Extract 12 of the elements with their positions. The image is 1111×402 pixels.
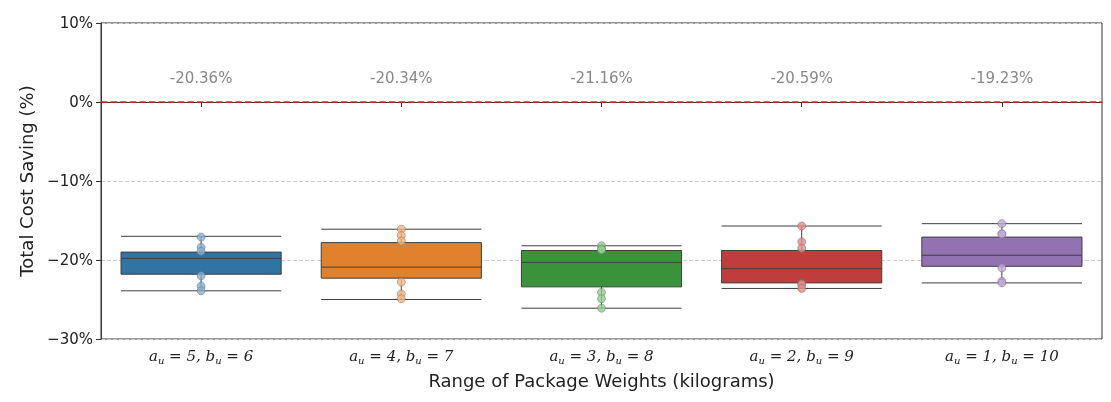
annotation: -20.34% [370,69,433,88]
x-axis-title: Range of Package Weights (kilograms) [428,369,775,391]
y-tick-label: 10% [59,14,93,32]
annotation: -20.59% [770,69,833,88]
y-axis-title: Total Cost Saving (%) [15,85,37,278]
y-tick-label: −10% [47,172,93,190]
annotation: -19.23% [970,69,1034,88]
y-tick-label: −20% [47,251,93,269]
annotation: -20.36% [169,69,233,88]
y-tick-label: −30% [47,330,93,348]
annotation: -21.16% [570,69,633,88]
y-tick-label: 0% [69,93,93,111]
